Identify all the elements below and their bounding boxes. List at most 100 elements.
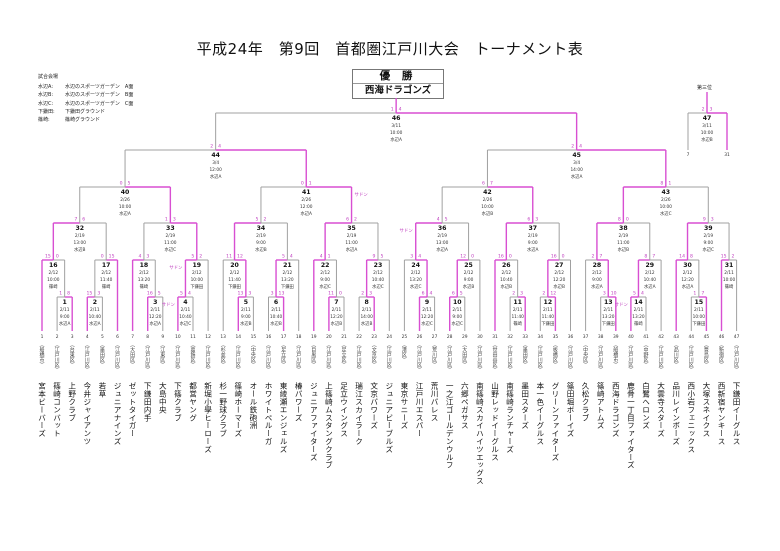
- score-right: 4: [290, 254, 293, 260]
- match-number: 16: [49, 262, 58, 269]
- match-number: 35: [347, 225, 356, 232]
- team-name: 篠田堀ボーイズ: [566, 382, 575, 438]
- team-name: ジュニアビーブルズ: [384, 382, 394, 454]
- match-time: 10:00: [390, 130, 403, 136]
- match-venue: 水辺A: [644, 283, 656, 290]
- sudden-death-note: サドン: [615, 302, 629, 308]
- team-entry: （中央区） オール鉄砲洲: [246, 342, 260, 429]
- match-number: 4: [183, 299, 188, 306]
- team-entry: （江戸川区） 篠崎コンバット: [50, 342, 64, 437]
- venue-value: 篠崎グラウンド: [65, 117, 101, 124]
- match-date: 2/19: [166, 233, 176, 239]
- score-right: 3: [248, 291, 251, 297]
- match-number: 18: [140, 262, 149, 269]
- match-date: 2/19: [703, 233, 713, 239]
- team-entry: （港区） 東京サニーズ: [397, 342, 411, 429]
- match-number: 40: [121, 189, 130, 196]
- match-venue: 下鎌田: [190, 283, 203, 290]
- score-right: 4: [430, 291, 433, 297]
- team-district: （江戸川区）: [144, 342, 151, 372]
- team-number: 38: [598, 334, 604, 340]
- score-right: 0: [471, 254, 474, 260]
- team-number: 29: [462, 334, 468, 340]
- score-left: 11: [226, 254, 232, 260]
- team-name: 西新宿ヤンキース: [717, 382, 726, 446]
- venue-key: 篠崎:: [38, 117, 50, 124]
- team-name: 本一色イーグルス: [535, 382, 545, 446]
- match-date: 2/19: [437, 233, 447, 239]
- score-left: 15: [45, 254, 51, 260]
- team-district: （墨田区）: [521, 342, 528, 367]
- match-date: 2/12: [320, 270, 330, 276]
- team-district: （台東区）: [68, 342, 75, 367]
- team-name: 篠崎コンバット: [52, 382, 62, 438]
- match-venue: 水辺B: [361, 320, 373, 327]
- team-name: 荒川パレス: [430, 382, 440, 422]
- score-right: 7: [652, 254, 655, 260]
- team-number: 41: [643, 334, 649, 340]
- team-entry: （江戸川区） 大雲寺スターズ: [654, 342, 668, 437]
- match-number: 32: [75, 225, 84, 232]
- match-time: 12:20: [149, 314, 162, 320]
- match-date: 2/12: [283, 270, 293, 276]
- score-left: 0: [101, 254, 104, 260]
- team-name: 大雲寺スターズ: [656, 382, 666, 438]
- match-venue: 水辺A: [527, 246, 539, 253]
- team-number: 22: [356, 334, 362, 340]
- match-number: 9: [425, 299, 429, 306]
- match-number: 10: [453, 299, 462, 306]
- team-number: 9: [161, 334, 164, 340]
- team-district: （江戸川区）: [295, 342, 302, 372]
- match-number: 23: [374, 262, 383, 269]
- score-right: 4: [418, 254, 421, 260]
- match-date: 2/26: [120, 197, 130, 203]
- team-name: 足立ウイングス: [339, 382, 349, 438]
- team-entry: （文京区） 文京パワーズ: [367, 342, 381, 429]
- score-right: 1: [328, 254, 331, 260]
- match-time: 10:40: [644, 277, 657, 283]
- match-number: 36: [438, 225, 447, 232]
- team-name: 新堀小學ヒーローズ: [203, 382, 213, 454]
- match-venue: 下鎌田: [228, 283, 241, 290]
- venue-key: 水辺C:: [38, 100, 54, 107]
- score-right: 4: [218, 144, 221, 150]
- team-entry: （江戸川区） ジュニアナインズ: [111, 342, 125, 445]
- match-number: 21: [283, 262, 292, 269]
- match-time: 9:00: [241, 314, 251, 320]
- team-name: 六郷ペガサス: [460, 382, 470, 430]
- score-right: 1: [309, 181, 312, 187]
- team-district: （杉並区）: [219, 342, 226, 367]
- match-number: 17: [102, 262, 111, 269]
- match-date: 2/19: [347, 233, 357, 239]
- third-place-right-label: 31: [724, 152, 730, 158]
- match-number: 27: [555, 262, 564, 269]
- venue-value: 水辺のスポーツガーデン C面: [65, 100, 134, 107]
- team-number: 17: [281, 334, 287, 340]
- team-entry: （江戸川区） 鹿骨一丁目ファイターズ: [624, 342, 638, 469]
- team-number: 32: [507, 334, 513, 340]
- match-venue: 水辺B: [240, 320, 252, 327]
- team-entry: （荒川区） 荒川パレス: [428, 342, 442, 422]
- score-left: 16: [498, 254, 504, 260]
- match-time: 9:00: [464, 277, 474, 283]
- team-name: 上野クラブ: [67, 382, 77, 422]
- venue-value: 下鎌田グラウンド: [65, 108, 106, 115]
- team-district: （江戸川区）: [53, 342, 60, 372]
- match-time: 14:00: [360, 314, 373, 320]
- score-right: 5: [445, 217, 448, 223]
- match-venue: 下鎌田: [541, 320, 554, 327]
- match-number: 15: [695, 299, 704, 306]
- match-number: 42: [483, 189, 492, 196]
- match-venue: 水辺C: [421, 320, 433, 327]
- team-number: 27: [432, 334, 438, 340]
- match-time: 13:00: [74, 240, 87, 246]
- score-left: 5: [256, 217, 259, 223]
- team-entry: （江戸川区） 上篠崎ムスタングクラブ: [322, 342, 336, 469]
- match-venue: 篠崎: [513, 320, 522, 327]
- team-entry: （中央区） 久松クラブ: [579, 342, 593, 422]
- match-date: 2/12: [464, 270, 474, 276]
- match-number: 22: [321, 262, 330, 269]
- score-right: 3: [173, 217, 176, 223]
- venue-row: 水辺B: 水辺のスポーツガーデン B面: [38, 91, 133, 99]
- team-district: （江戸川区）: [325, 342, 332, 372]
